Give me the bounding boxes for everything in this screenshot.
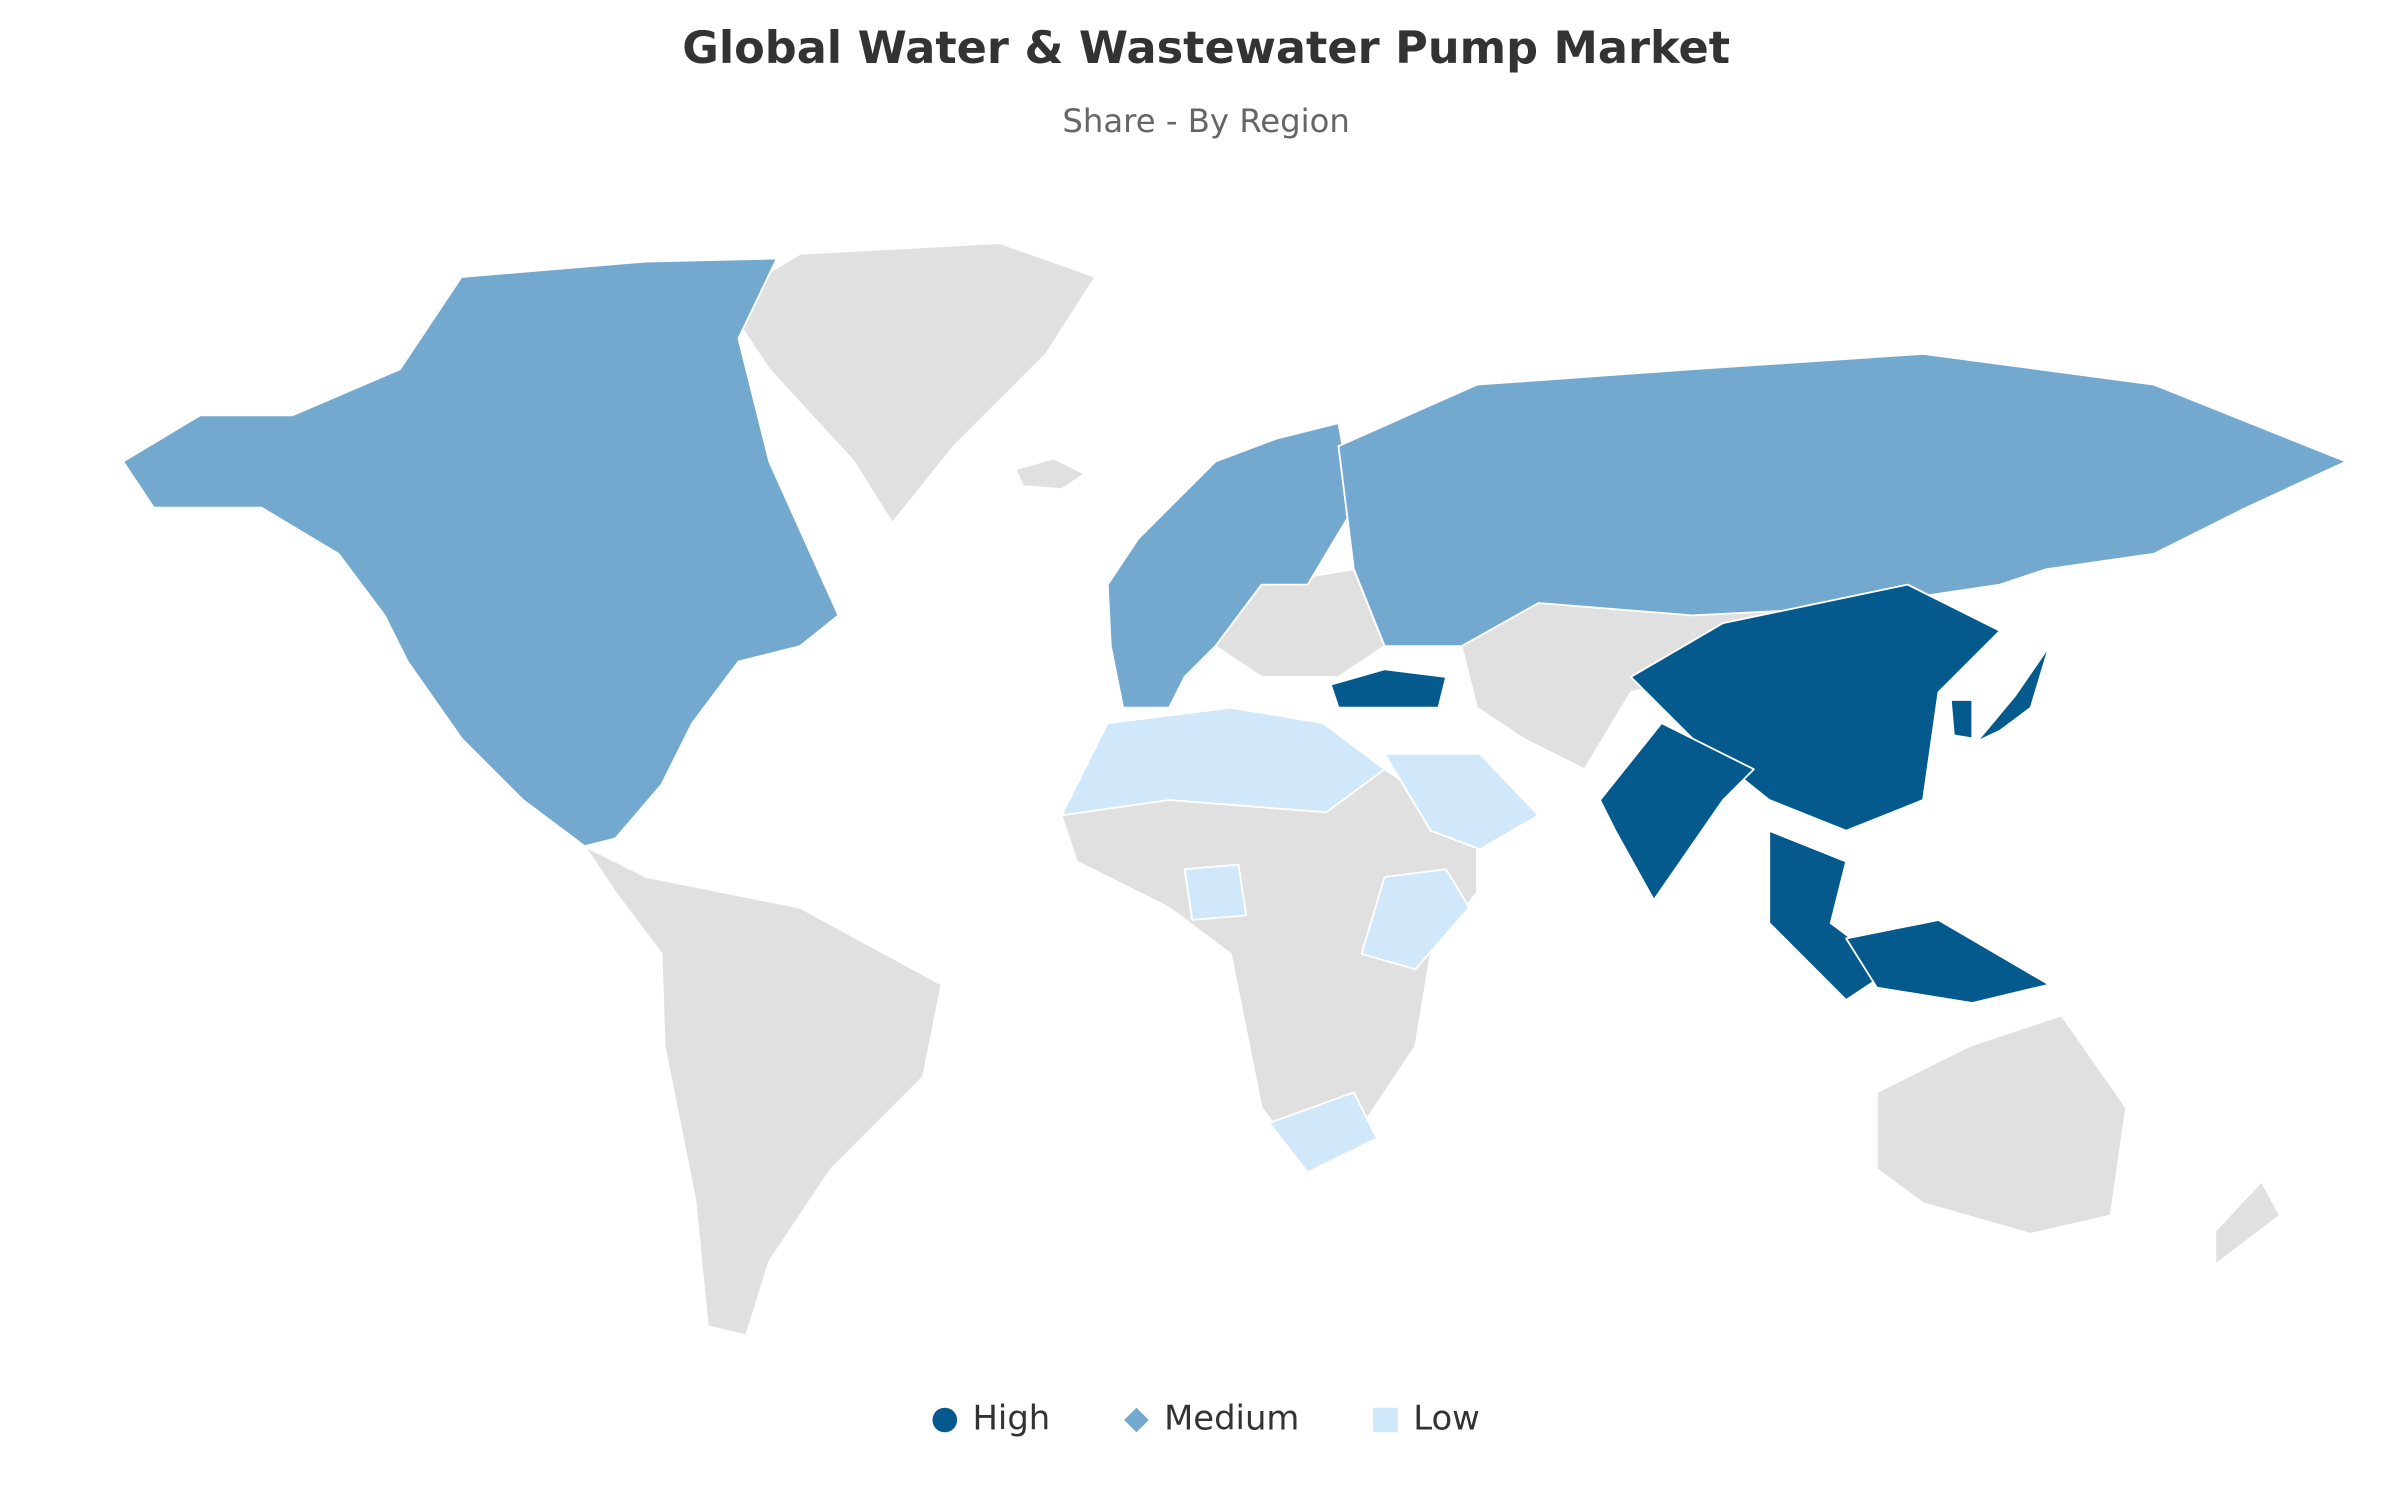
south-africa: [1268, 1091, 1378, 1174]
greenland: [722, 242, 1097, 524]
new-zealand: [2214, 1180, 2281, 1266]
western-europe: [1106, 422, 1355, 709]
legend-marker: [932, 1407, 958, 1433]
legend-label: High: [972, 1399, 1050, 1438]
korea: [1949, 699, 1974, 740]
north-africa: [1060, 706, 1386, 817]
legend-label: Medium: [1164, 1399, 1299, 1438]
chart-subtitle: Share - By Region: [1062, 102, 1350, 140]
australia: [1876, 1014, 2128, 1235]
russia: [1337, 352, 2348, 648]
arabia: [1383, 752, 1540, 851]
world-map: [122, 242, 2348, 1337]
nigeria: [1183, 863, 1248, 921]
chart-title: Global Water & Wastewater Pump Market: [682, 22, 1730, 74]
turkey: [1329, 668, 1448, 709]
indonesia: [1845, 919, 2051, 1004]
legend-label: Low: [1413, 1399, 1480, 1438]
legend: High Medium Low: [932, 1399, 1480, 1438]
india: [1599, 722, 1755, 901]
legend-marker: [1373, 1407, 1398, 1433]
japan: [1976, 645, 2051, 743]
south-america: [583, 845, 943, 1337]
east-africa: [1360, 868, 1471, 971]
iceland: [1014, 457, 1086, 491]
legend-marker: [1124, 1407, 1149, 1433]
north-america: [122, 257, 840, 848]
